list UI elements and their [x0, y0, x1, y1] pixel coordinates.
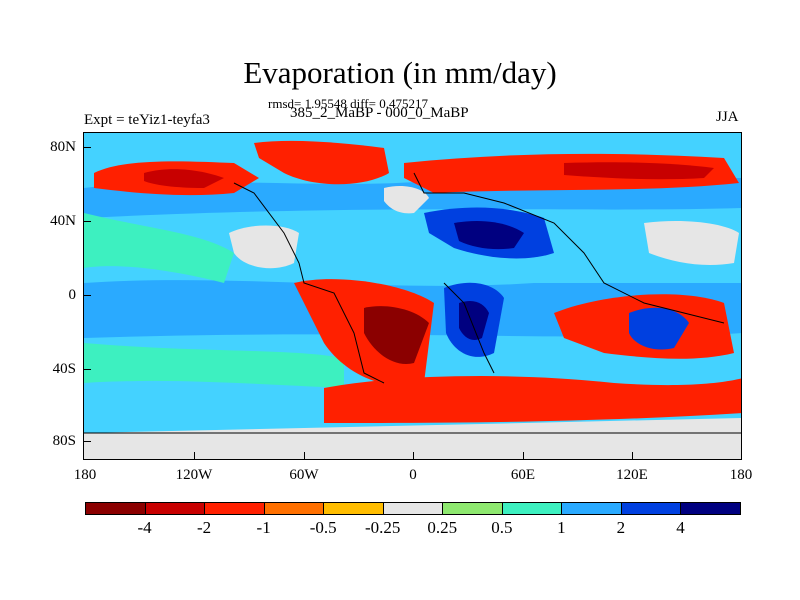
colorbar-label: 2: [616, 518, 626, 537]
lat-tick: [83, 221, 91, 222]
lat-label-0: 0: [68, 287, 77, 303]
lat-label-40s: 40S: [52, 361, 76, 377]
field-patch-greenland: [254, 140, 389, 185]
field-band-south: [84, 343, 344, 388]
colorbar-box: [680, 502, 741, 515]
colorbar-box: [561, 502, 622, 515]
lon-label-60w: 60W: [289, 467, 319, 483]
plot-title: Evaporation (in mm/day): [243, 55, 557, 90]
field-patch-aus-blue: [629, 307, 689, 350]
lat-tick: [83, 369, 91, 370]
colorbar-label: -0.5: [309, 518, 337, 537]
field-patch-s-america-core: [364, 306, 429, 364]
experiment-label: Expt = teYiz1-teyfa3: [84, 112, 210, 128]
colorbar-box: [85, 502, 146, 515]
lon-label-180e: 180: [729, 467, 753, 483]
colorbar-label: -4: [137, 518, 152, 537]
colorbar-label: -0.25: [365, 518, 401, 537]
colorbar-label: -1: [256, 518, 271, 537]
stats-text: rmsd= 1.95548 diff= 0.475217: [268, 96, 428, 111]
evaporation-field: [84, 140, 741, 459]
colorbar-box: [382, 502, 444, 515]
lat-label-80s: 80S: [52, 433, 76, 449]
lon-label-60e: 60E: [510, 467, 536, 483]
colorbar-label: 1: [557, 518, 566, 537]
lon-tick: [413, 452, 414, 460]
colorbar-box: [442, 502, 503, 515]
colorbar-box: [323, 502, 384, 515]
field-patch-na-core: [144, 169, 224, 188]
lon-label-120w: 120W: [175, 467, 213, 483]
lon-tick: [523, 452, 524, 460]
field-patch-eurasia-gray: [384, 186, 429, 214]
field-patch-eurasia-dark: [454, 221, 524, 250]
field-patch-na-gray: [229, 225, 299, 269]
colorbar-box: [144, 502, 206, 515]
lat-tick: [83, 147, 91, 148]
lon-tick: [632, 452, 633, 460]
lat-tick: [83, 295, 91, 296]
period-label: 385_2_MaBP - 000_0_MaBP: [290, 105, 469, 121]
colorbar-label: 0.25: [427, 518, 458, 537]
field-band-west: [84, 213, 234, 283]
lat-tick: [83, 441, 91, 442]
colorbar-box: [501, 502, 563, 515]
field-antarctica: [84, 418, 741, 459]
lon-tick: [194, 452, 195, 460]
field-patch-africa-dark: [459, 301, 489, 340]
coastline: [84, 172, 741, 434]
season-label: JJA: [716, 109, 739, 125]
field-patch-eurasia-core: [564, 162, 714, 180]
field-patch-southern-ocean: [324, 376, 741, 423]
map-panel: [83, 132, 742, 460]
lon-label-180w: 180: [73, 467, 97, 483]
lat-label-80n: 80N: [50, 139, 76, 155]
colorbar-label: 4: [676, 518, 685, 537]
colorbar-box: [204, 502, 265, 515]
lon-tick: [304, 452, 305, 460]
lat-label-40n: 40N: [50, 213, 76, 229]
lon-label-120e: 120E: [616, 467, 648, 483]
colorbar-box: [620, 502, 682, 515]
colorbar-label: 0.5: [491, 518, 513, 537]
field-patch-east-gray: [644, 221, 739, 265]
colorbar-box: [263, 502, 325, 515]
colorbar: [85, 502, 741, 515]
lon-label-0: 0: [409, 467, 417, 483]
colorbar-label: -2: [196, 518, 212, 537]
